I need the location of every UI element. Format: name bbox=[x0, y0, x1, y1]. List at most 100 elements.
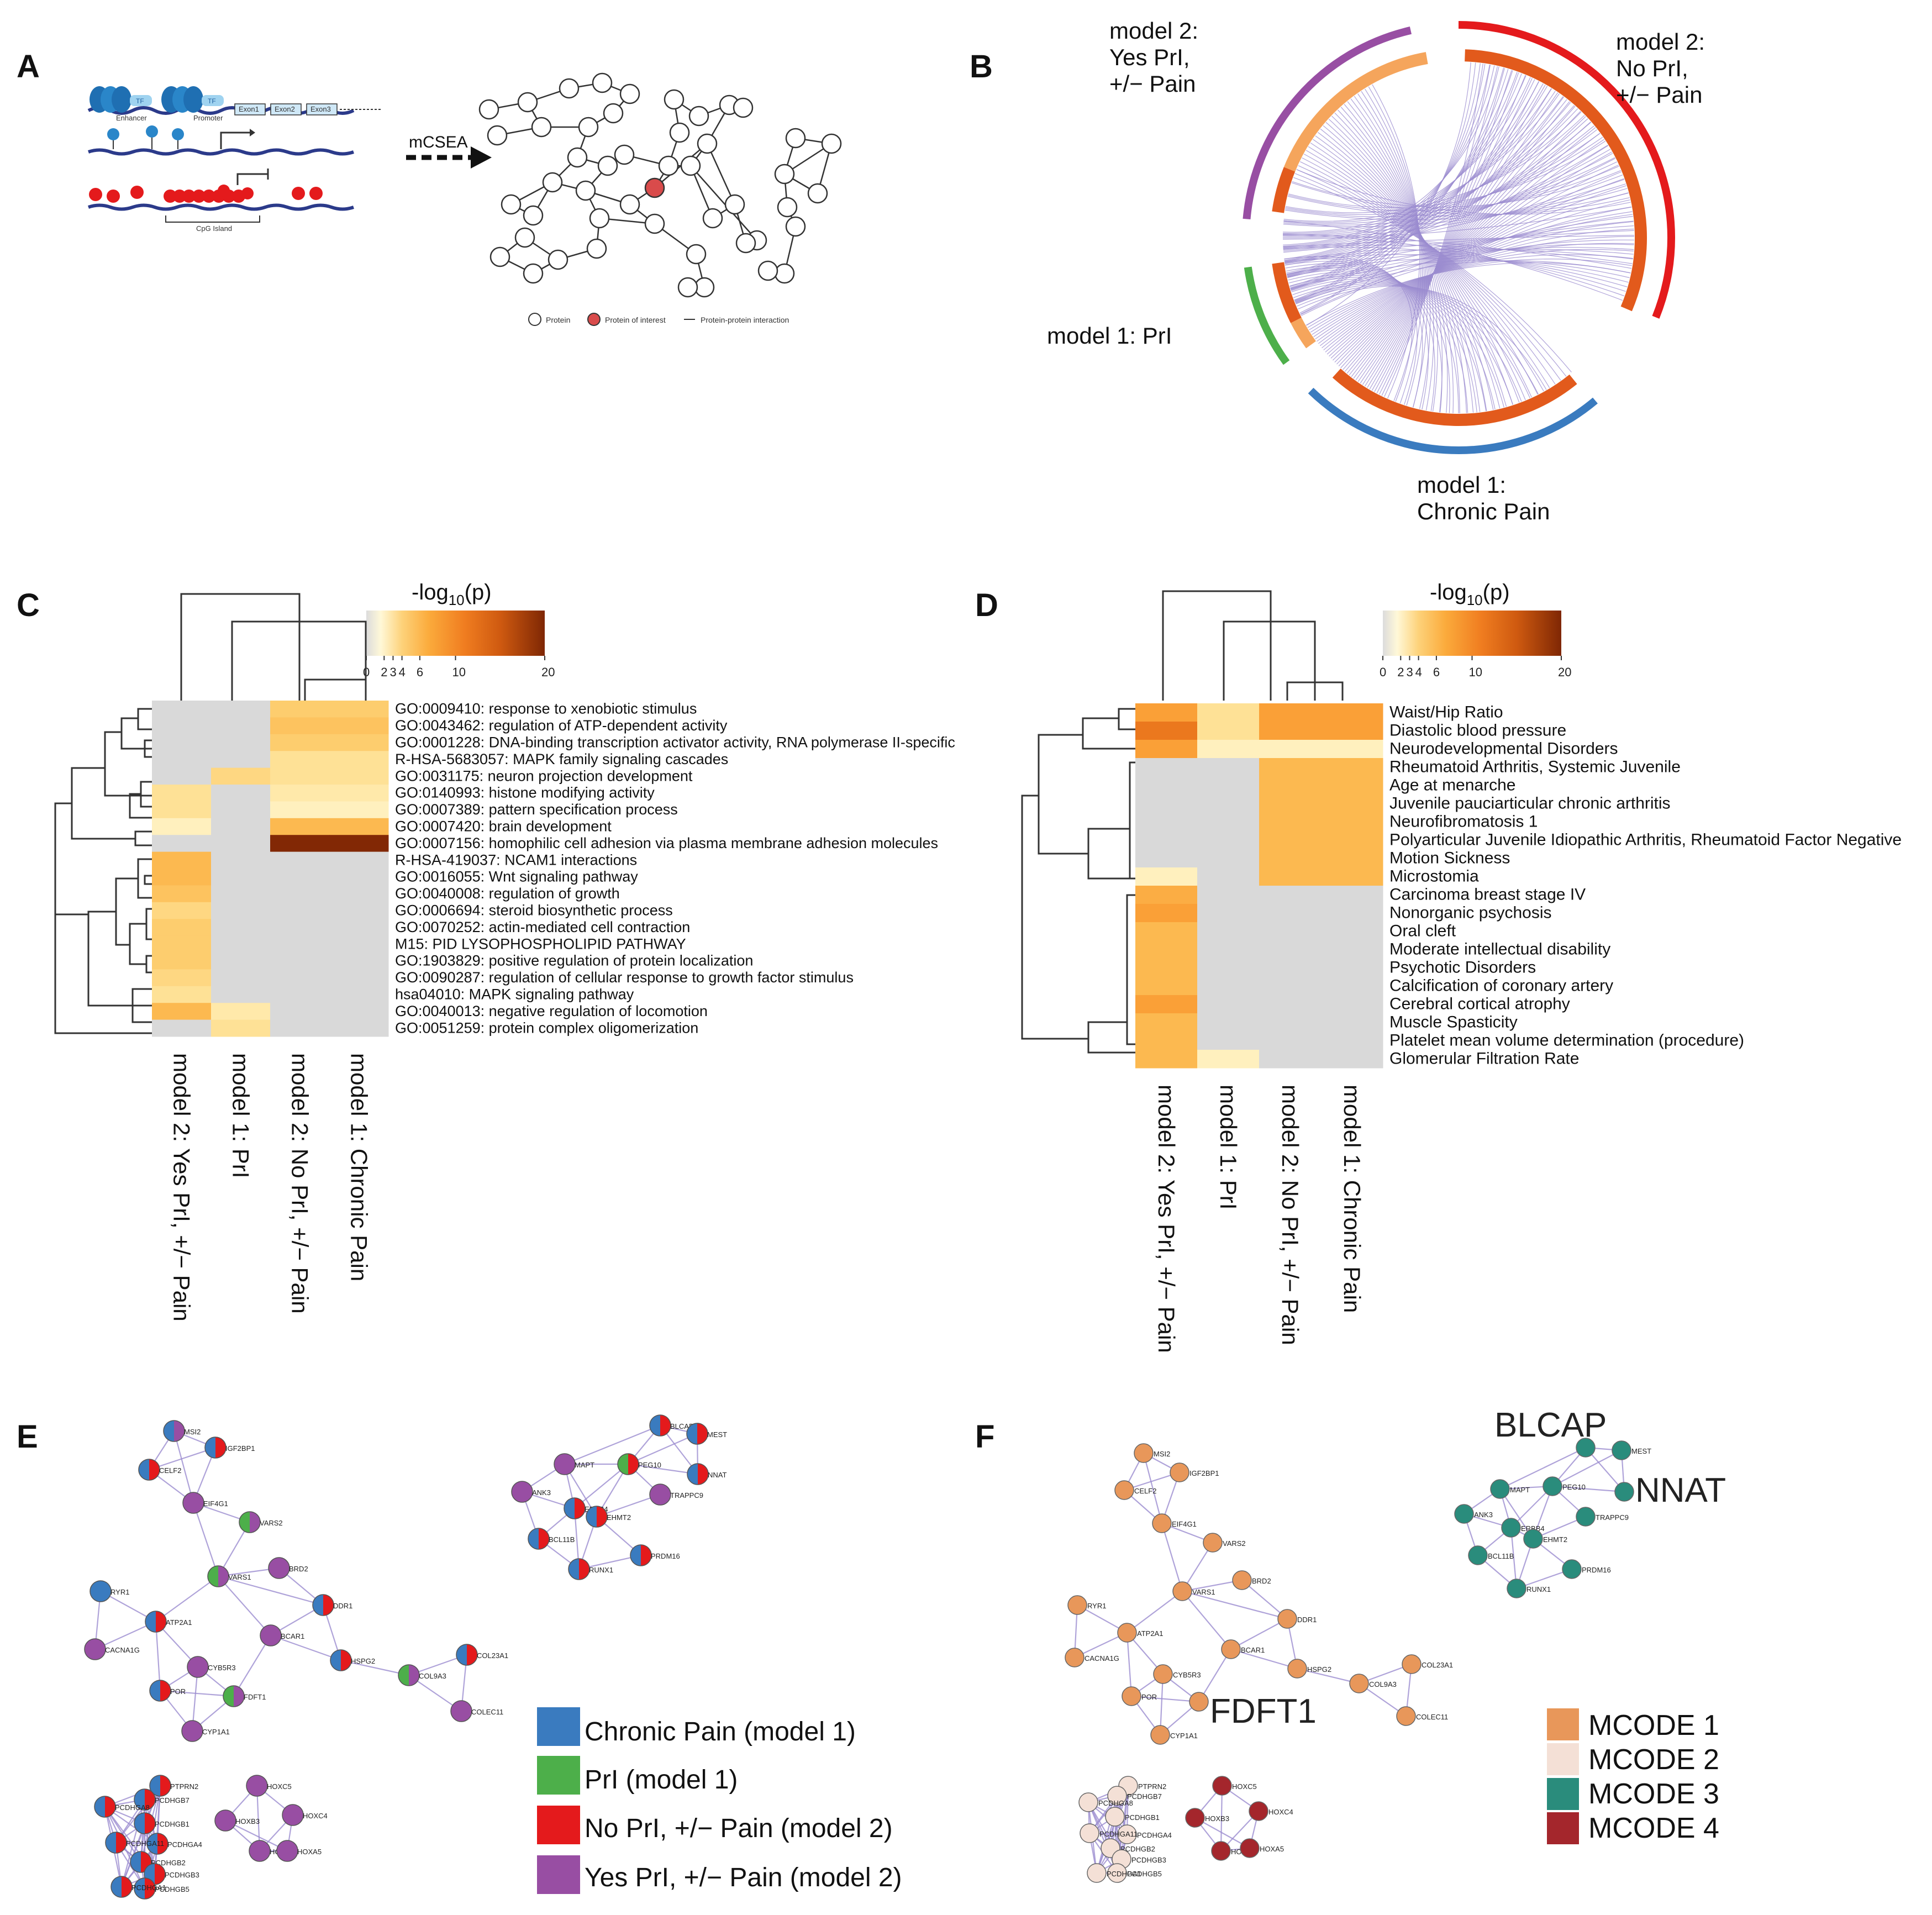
node-label: PCDHGB2 bbox=[1120, 1845, 1155, 1853]
protein-node bbox=[478, 99, 499, 120]
sector-label-yesprl-3: +/− Pain bbox=[1109, 71, 1196, 97]
row-label: Neurofibromatosis 1 bbox=[1389, 813, 1538, 831]
protein-node bbox=[487, 125, 508, 146]
network-node bbox=[554, 1453, 576, 1475]
heat-cell bbox=[152, 986, 212, 1003]
heat-cell bbox=[270, 902, 330, 919]
circos-link bbox=[1367, 78, 1533, 388]
node-label: PRDM16 bbox=[651, 1552, 680, 1560]
circos-link bbox=[1328, 119, 1474, 413]
panel-b-labels: model 2: Yes PrI, +/− Pain model 2: No P… bbox=[1047, 18, 1705, 524]
network-node-slice bbox=[698, 1464, 708, 1485]
circos-link bbox=[1329, 171, 1622, 357]
heat-cell bbox=[270, 785, 330, 802]
circos-link bbox=[1340, 133, 1601, 369]
circos-link bbox=[1349, 111, 1581, 376]
row-label: Psychotic Disorders bbox=[1389, 959, 1536, 977]
heat-cell bbox=[270, 801, 330, 819]
node-label: PCDHGB5 bbox=[1127, 1870, 1162, 1878]
circos-link bbox=[1338, 109, 1454, 413]
network-node bbox=[130, 1851, 152, 1873]
heat-cell bbox=[211, 902, 271, 919]
network-node bbox=[1212, 1776, 1232, 1796]
colorbar-tick-label: 2 bbox=[381, 665, 387, 679]
circos-link bbox=[1309, 254, 1633, 330]
legend-f-mcode1: MCODE 1 bbox=[1588, 1709, 1719, 1742]
network-node bbox=[686, 1423, 708, 1445]
circos-link bbox=[1343, 127, 1596, 370]
network-node-slice bbox=[313, 1595, 323, 1616]
dna-strand-3-methylated: CpG Island bbox=[88, 169, 354, 233]
heat-cell bbox=[211, 1003, 271, 1020]
protein-node bbox=[578, 117, 599, 138]
network-edge bbox=[1126, 1632, 1133, 1697]
column-label: model 2: No PrI, +/− Pain bbox=[287, 1053, 313, 1314]
heat-cell bbox=[1135, 776, 1198, 795]
heat-cell bbox=[211, 919, 271, 937]
network-node-slice bbox=[586, 1506, 597, 1527]
column-labels-c: model 2: Yes PrI, +/− Pain model 1: PrI mo… bbox=[169, 1053, 372, 1322]
protein-node bbox=[733, 97, 754, 118]
row-label: Platelet mean volume determination (proc… bbox=[1389, 1032, 1744, 1050]
circos-link bbox=[1332, 158, 1616, 361]
heat-cell bbox=[1259, 813, 1322, 832]
node-label: TRAPPC9 bbox=[670, 1491, 703, 1500]
row-label: GO:0001228: DNA-binding transcription ac… bbox=[395, 734, 955, 751]
circos-link bbox=[1334, 151, 1612, 363]
network-node-slice bbox=[160, 1680, 171, 1701]
circos-link bbox=[1369, 75, 1526, 390]
node-label: DDR1 bbox=[333, 1602, 352, 1610]
network-node-slice bbox=[156, 1611, 166, 1632]
heat-cell bbox=[211, 986, 271, 1003]
circos-link bbox=[1318, 132, 1501, 409]
circos-link bbox=[1313, 236, 1634, 338]
heat-cell bbox=[270, 835, 330, 853]
heatmap-cells-d bbox=[1135, 703, 1383, 1069]
circos-link bbox=[1322, 199, 1630, 349]
column-label: model 1: Chronic Pain bbox=[346, 1053, 372, 1281]
network-node bbox=[163, 1420, 185, 1442]
protein-node bbox=[658, 155, 679, 176]
panel-a-legend: Protein Protein of interest Protein-prot… bbox=[528, 313, 789, 326]
circos-link bbox=[1299, 161, 1550, 388]
network-node bbox=[1454, 1504, 1474, 1524]
network-node bbox=[1562, 1559, 1582, 1579]
circos-link bbox=[1371, 72, 1519, 391]
panel-a-schematic: TF TF Exon1 Exon2 Exon3 Enhancer Promote… bbox=[87, 72, 842, 326]
network-edge bbox=[1159, 1674, 1164, 1735]
heat-cell bbox=[152, 851, 212, 869]
heat-cell bbox=[152, 902, 212, 919]
heat-cell bbox=[211, 751, 271, 769]
network-node bbox=[1490, 1479, 1510, 1499]
panel-b-circos bbox=[1243, 21, 1675, 454]
node-label: PCDHGA11 bbox=[1099, 1830, 1138, 1838]
network-node bbox=[134, 1877, 156, 1900]
heat-cell bbox=[329, 717, 389, 735]
node-label: EIF4G1 bbox=[1172, 1520, 1197, 1528]
circos-link bbox=[1291, 96, 1564, 291]
heat-cell bbox=[1197, 977, 1260, 996]
heat-cell bbox=[152, 935, 212, 953]
network-node bbox=[1211, 1841, 1231, 1861]
network-node bbox=[145, 1611, 167, 1633]
network-node bbox=[90, 1580, 112, 1602]
network-node bbox=[1249, 1801, 1268, 1821]
network-node bbox=[149, 1680, 171, 1702]
protein-node bbox=[597, 155, 618, 176]
network-node-slice bbox=[239, 1512, 250, 1533]
node-label: BLCAP bbox=[1494, 1406, 1607, 1444]
heat-cell bbox=[329, 869, 389, 886]
heat-cell bbox=[270, 717, 330, 735]
network-node bbox=[84, 1638, 106, 1660]
row-label: GO:0070252: actin-mediated cell contract… bbox=[395, 919, 690, 935]
heat-cell bbox=[329, 734, 389, 751]
sector-label-noprl-2: No PrI, bbox=[1616, 55, 1688, 81]
panel-d-heatmap: -log10(p) 0 2 3 4 6 10 20 Waist/Hip RatioDiast… bbox=[1021, 580, 1902, 1353]
network-node-slice bbox=[106, 1832, 116, 1853]
node-label: ERBB4 bbox=[1521, 1524, 1545, 1533]
network-edge bbox=[1552, 1485, 1625, 1493]
node-label: HSPG2 bbox=[351, 1657, 375, 1665]
network-node bbox=[1523, 1529, 1543, 1549]
network-node bbox=[282, 1804, 304, 1826]
heat-cell bbox=[1135, 831, 1198, 850]
